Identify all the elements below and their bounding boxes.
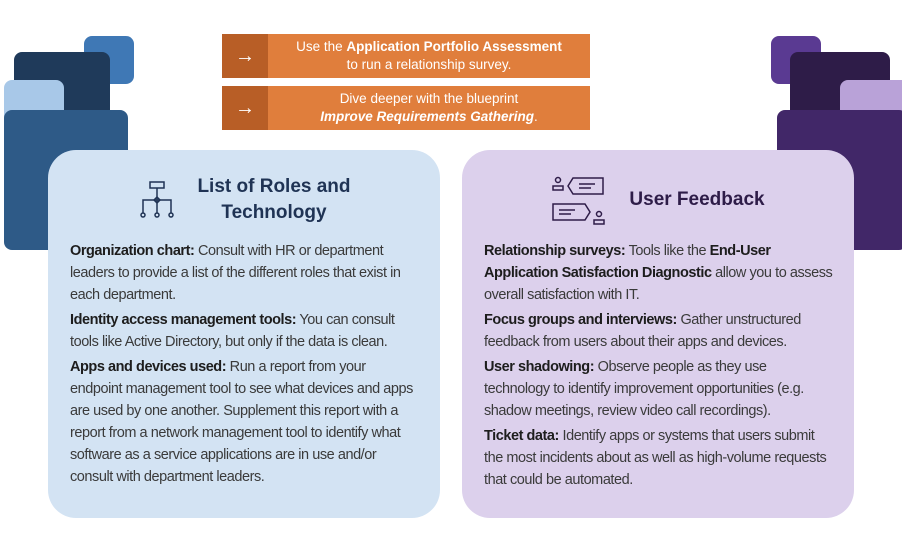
org-chart-icon [140,181,175,218]
list-item: Ticket data: Identify apps or systems th… [484,428,827,488]
list-item: Focus groups and interviews: Gather unst… [484,312,801,350]
list-item: Identity access management tools: You ca… [70,312,395,350]
user-feedback-card: User Feedback Relationship surveys: Tool… [462,150,854,518]
roles-technology-card: List of Roles and Technology Organization… [48,150,440,518]
banner-requirements-gathering[interactable]: → Dive deeper with the blueprint Improve … [222,86,590,130]
list-item: Organization chart: Consult with HR or d… [70,243,401,303]
arrow-right-icon: → [222,86,268,130]
banner-application-portfolio[interactable]: → Use the Application Portfolio Assessme… [222,34,590,78]
conversation-icon [552,176,606,225]
card-title: List of Roles and Technology [197,176,351,223]
list-item: User shadowing: Observe people as they u… [484,359,804,419]
arrow-right-icon: → [222,34,268,78]
card-title: User Feedback [629,189,765,210]
list-item: Relationship surveys: Tools like the End… [484,243,833,303]
list-item: Apps and devices used: Run a report from… [70,359,413,485]
